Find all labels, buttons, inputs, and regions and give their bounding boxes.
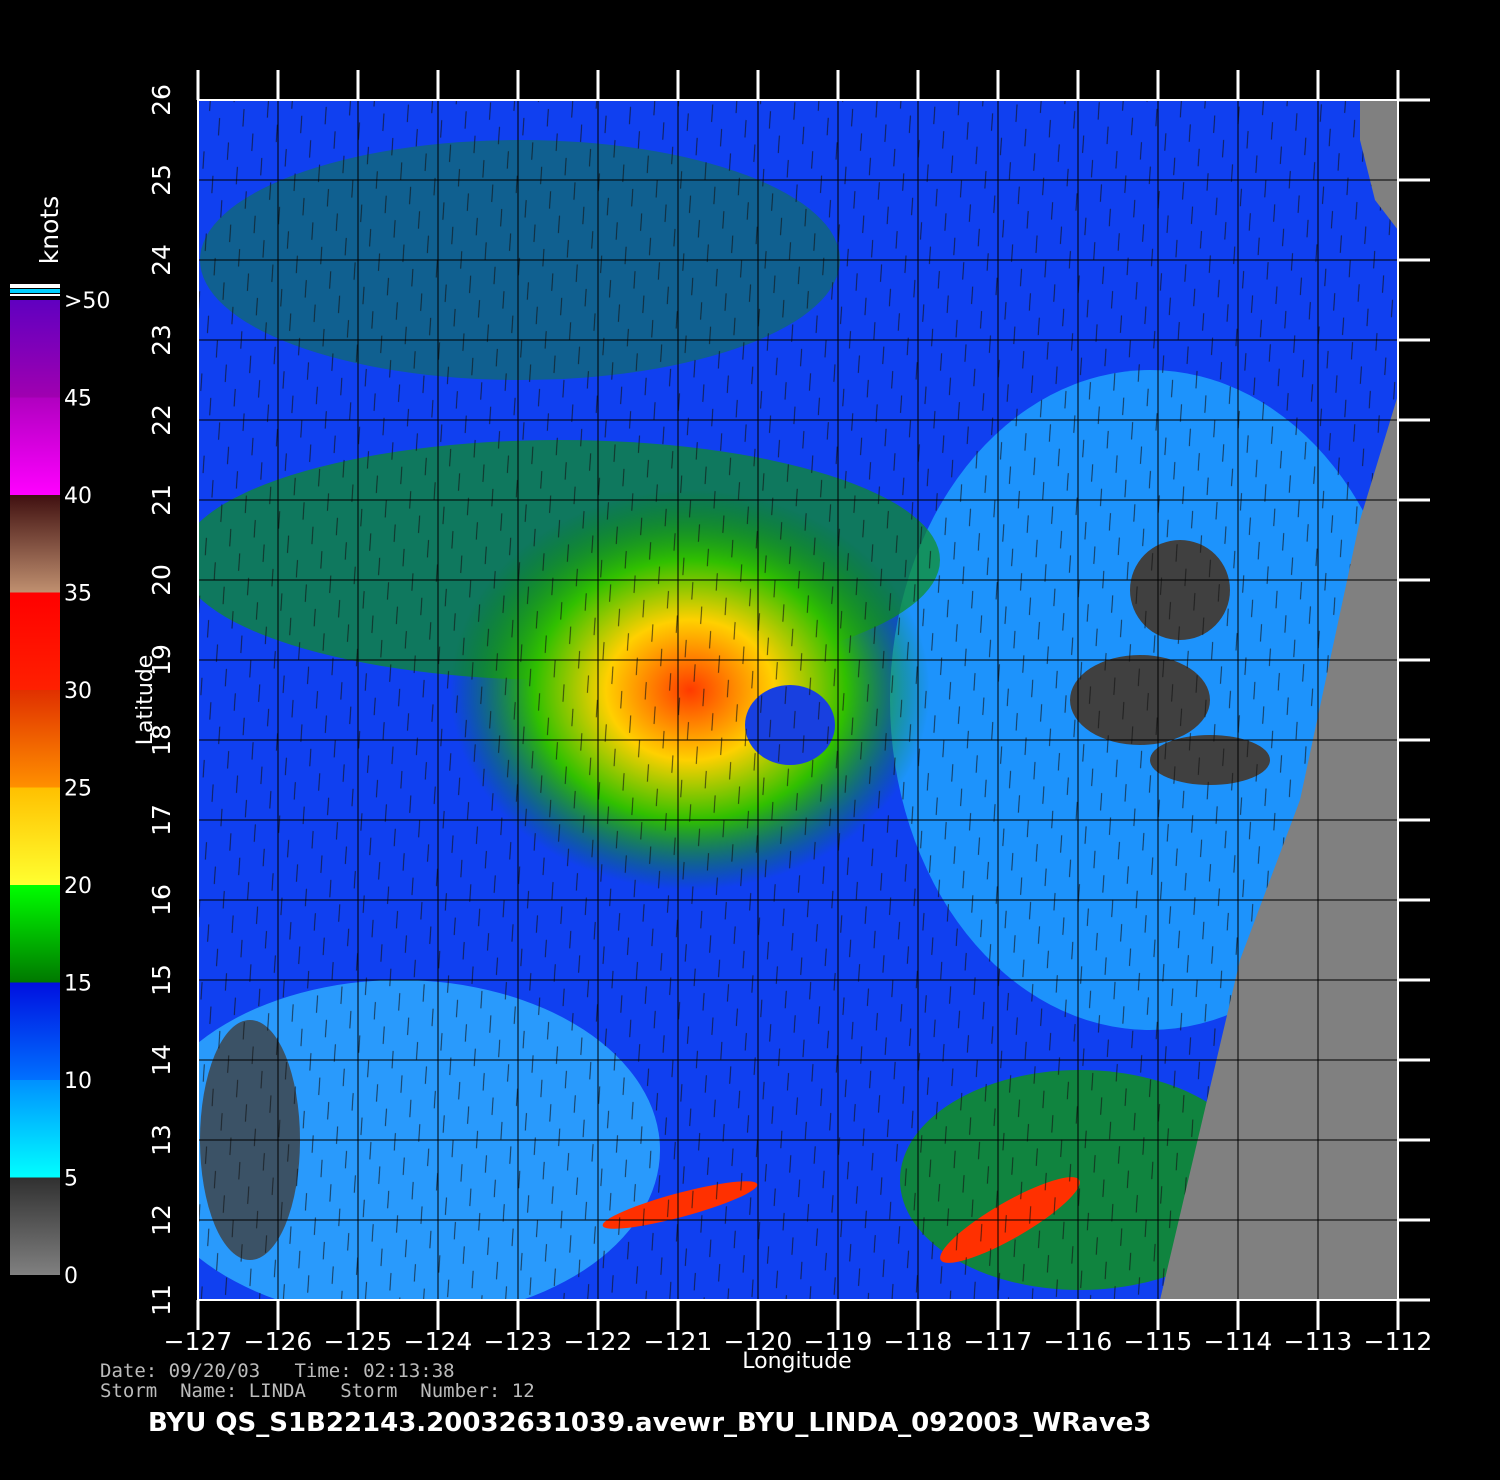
y-tick-label: 18: [147, 724, 176, 756]
x-tick-label: −125: [324, 1327, 393, 1356]
colorbar-label: 30: [64, 679, 92, 704]
colorbar-cap: [10, 284, 60, 288]
x-tick-label: −113: [1284, 1327, 1353, 1356]
colorbar-segment: [10, 1177, 60, 1275]
x-tick-label: −126: [244, 1327, 313, 1356]
colorbar-segment: [10, 1080, 60, 1178]
plot-frame: [197, 99, 1399, 1301]
y-tick-label: 21: [147, 484, 176, 516]
colorbar-label: 35: [64, 582, 92, 607]
colorbar-label: 45: [64, 387, 92, 412]
axes: −127 −126 −125 −124 −123 −122 −121 −120 −119 −118…: [147, 70, 1432, 1356]
x-tick-label: −123: [484, 1327, 553, 1356]
x-tick-label: −124: [404, 1327, 473, 1356]
y-tick-label: 11: [147, 1284, 176, 1316]
colorbar-cap: [10, 289, 60, 293]
y-tick-label: 14: [147, 1044, 176, 1076]
colorbar-label: 20: [64, 874, 92, 899]
y-tick-label: 24: [147, 244, 176, 276]
colorbar: 0 5 10 15 20 25 30 35 40 45 >50: [10, 284, 110, 1289]
y-tick-label: 17: [147, 804, 176, 836]
storm-line: Storm Name: LINDA Storm Number: 12: [100, 1380, 535, 1402]
colorbar-segment: [10, 885, 60, 983]
colorbar-segment: [10, 982, 60, 1080]
colorbar-label: >50: [64, 289, 110, 314]
title: BYU QS_S1B22143.20032631039.avewr_BYU_LI…: [148, 1408, 1152, 1438]
colorbar-label: 5: [64, 1167, 78, 1192]
colorbar-cap: [10, 294, 60, 296]
date-line: Date: 09/20/03 Time: 02:13:38: [100, 1360, 455, 1382]
colorbar-label: 25: [64, 777, 92, 802]
x-tick-label: −127: [164, 1327, 233, 1356]
x-tick-label: −112: [1364, 1327, 1433, 1356]
x-tick-label: −117: [964, 1327, 1033, 1356]
colorbar-segment: [10, 690, 60, 788]
colorbar-label: 40: [64, 484, 92, 509]
y-tick-label: 16: [147, 884, 176, 916]
x-tick-label: −120: [724, 1327, 793, 1356]
x-tick-label: −115: [1124, 1327, 1193, 1356]
colorbar-segment: [10, 397, 60, 495]
wind-field: [198, 100, 1398, 1300]
y-tick-label: 25: [147, 164, 176, 196]
x-tick-label: −114: [1204, 1327, 1273, 1356]
y-tick-label: 23: [147, 324, 176, 356]
x-tick-label: −121: [644, 1327, 713, 1356]
x-tick-label: −122: [564, 1327, 633, 1356]
y-tick-label: 20: [147, 564, 176, 596]
y-tick-label: 13: [147, 1124, 176, 1156]
y-tick-label: 26: [147, 84, 176, 116]
y-tick-label: 19: [147, 644, 176, 676]
y-tick-label: 22: [147, 404, 176, 436]
x-axis-label: Longitude: [742, 1349, 851, 1374]
x-tick-label: −119: [804, 1327, 873, 1356]
colorbar-segment: [10, 787, 60, 885]
colorbar-label: 0: [64, 1264, 78, 1289]
colorbar-label: 15: [64, 972, 92, 997]
colorbar-segment: [10, 592, 60, 690]
colorbar-unit: knots: [35, 196, 64, 264]
y-axis-label: Latitude: [133, 655, 158, 746]
colorbar-segment: [10, 300, 60, 398]
colorbar-segment: [10, 495, 60, 593]
x-tick-label: −116: [1044, 1327, 1113, 1356]
y-tick-label: 12: [147, 1204, 176, 1236]
x-tick-label: −118: [884, 1327, 953, 1356]
colorbar-label: 10: [64, 1069, 92, 1094]
y-tick-label: 15: [147, 964, 176, 996]
